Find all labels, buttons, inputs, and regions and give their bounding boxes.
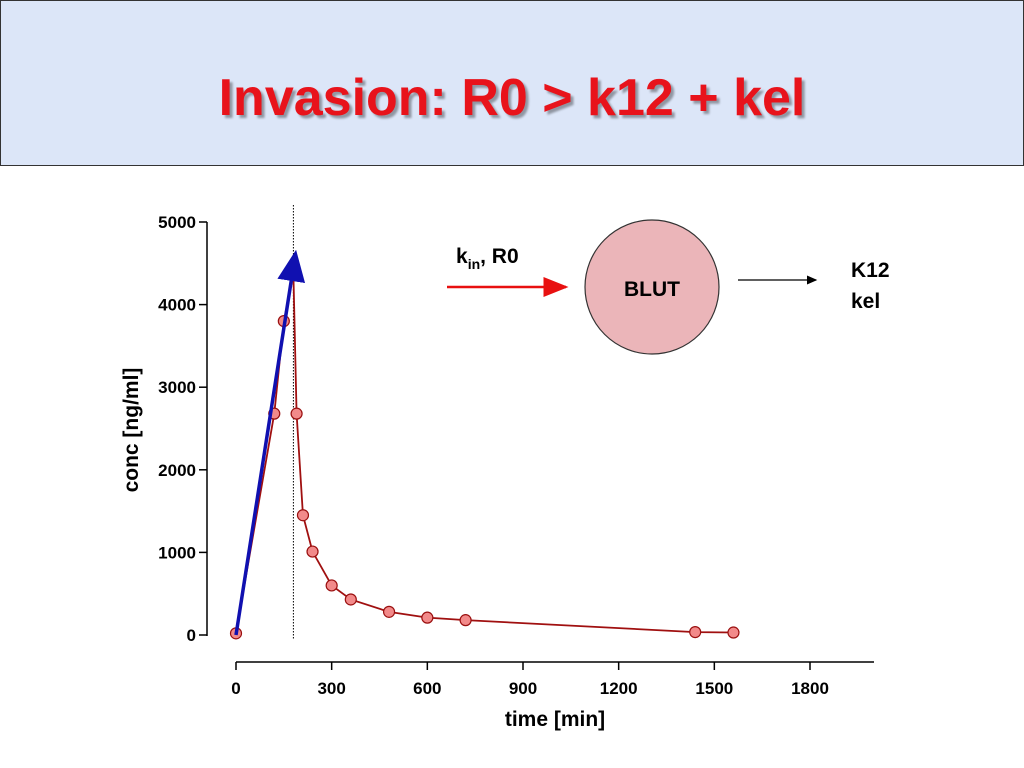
data-point bbox=[727, 626, 740, 639]
x-tick-label: 1500 bbox=[695, 679, 733, 698]
data-point bbox=[296, 509, 310, 522]
x-axis-label: time [min] bbox=[505, 708, 605, 731]
input-label: kin, R0 bbox=[456, 245, 519, 272]
y-tick-label: 3000 bbox=[158, 378, 196, 397]
fit-line bbox=[234, 249, 306, 636]
data-point bbox=[459, 614, 472, 627]
compartment-label: BLUT bbox=[624, 278, 680, 301]
output-label-k12: K12 bbox=[851, 259, 890, 282]
y-tick-label: 2000 bbox=[158, 461, 196, 480]
y-ticks: 0 1000 2000 3000 4000 5000 bbox=[158, 213, 207, 645]
y-tick-label: 4000 bbox=[158, 296, 196, 315]
x-tick-label: 900 bbox=[509, 679, 537, 698]
y-tick-label: 0 bbox=[187, 626, 196, 645]
data-point bbox=[382, 605, 396, 618]
y-tick-label: 1000 bbox=[158, 543, 196, 562]
output-label-kel: kel bbox=[851, 290, 880, 313]
data-point bbox=[306, 545, 319, 558]
x-tick-label: 600 bbox=[413, 679, 441, 698]
data-point bbox=[421, 611, 434, 624]
x-tick-label: 300 bbox=[317, 679, 345, 698]
data-point bbox=[290, 407, 303, 420]
header-panel: Invasion: R0 > k12 + kel bbox=[0, 0, 1024, 166]
x-tick-label: 1200 bbox=[600, 679, 638, 698]
data-point bbox=[325, 579, 338, 592]
page-title: Invasion: R0 > k12 + kel bbox=[218, 69, 806, 127]
x-tick-label: 1800 bbox=[791, 679, 829, 698]
data-point bbox=[689, 626, 702, 639]
data-point bbox=[344, 593, 357, 606]
x-ticks: 0 300 600 900 1200 1500 1800 bbox=[231, 662, 829, 698]
y-tick-label: 5000 bbox=[158, 213, 196, 232]
x-tick-label: 0 bbox=[231, 679, 240, 698]
y-axis-label: conc [ng/ml] bbox=[120, 368, 143, 493]
compartment-circle bbox=[584, 219, 720, 355]
